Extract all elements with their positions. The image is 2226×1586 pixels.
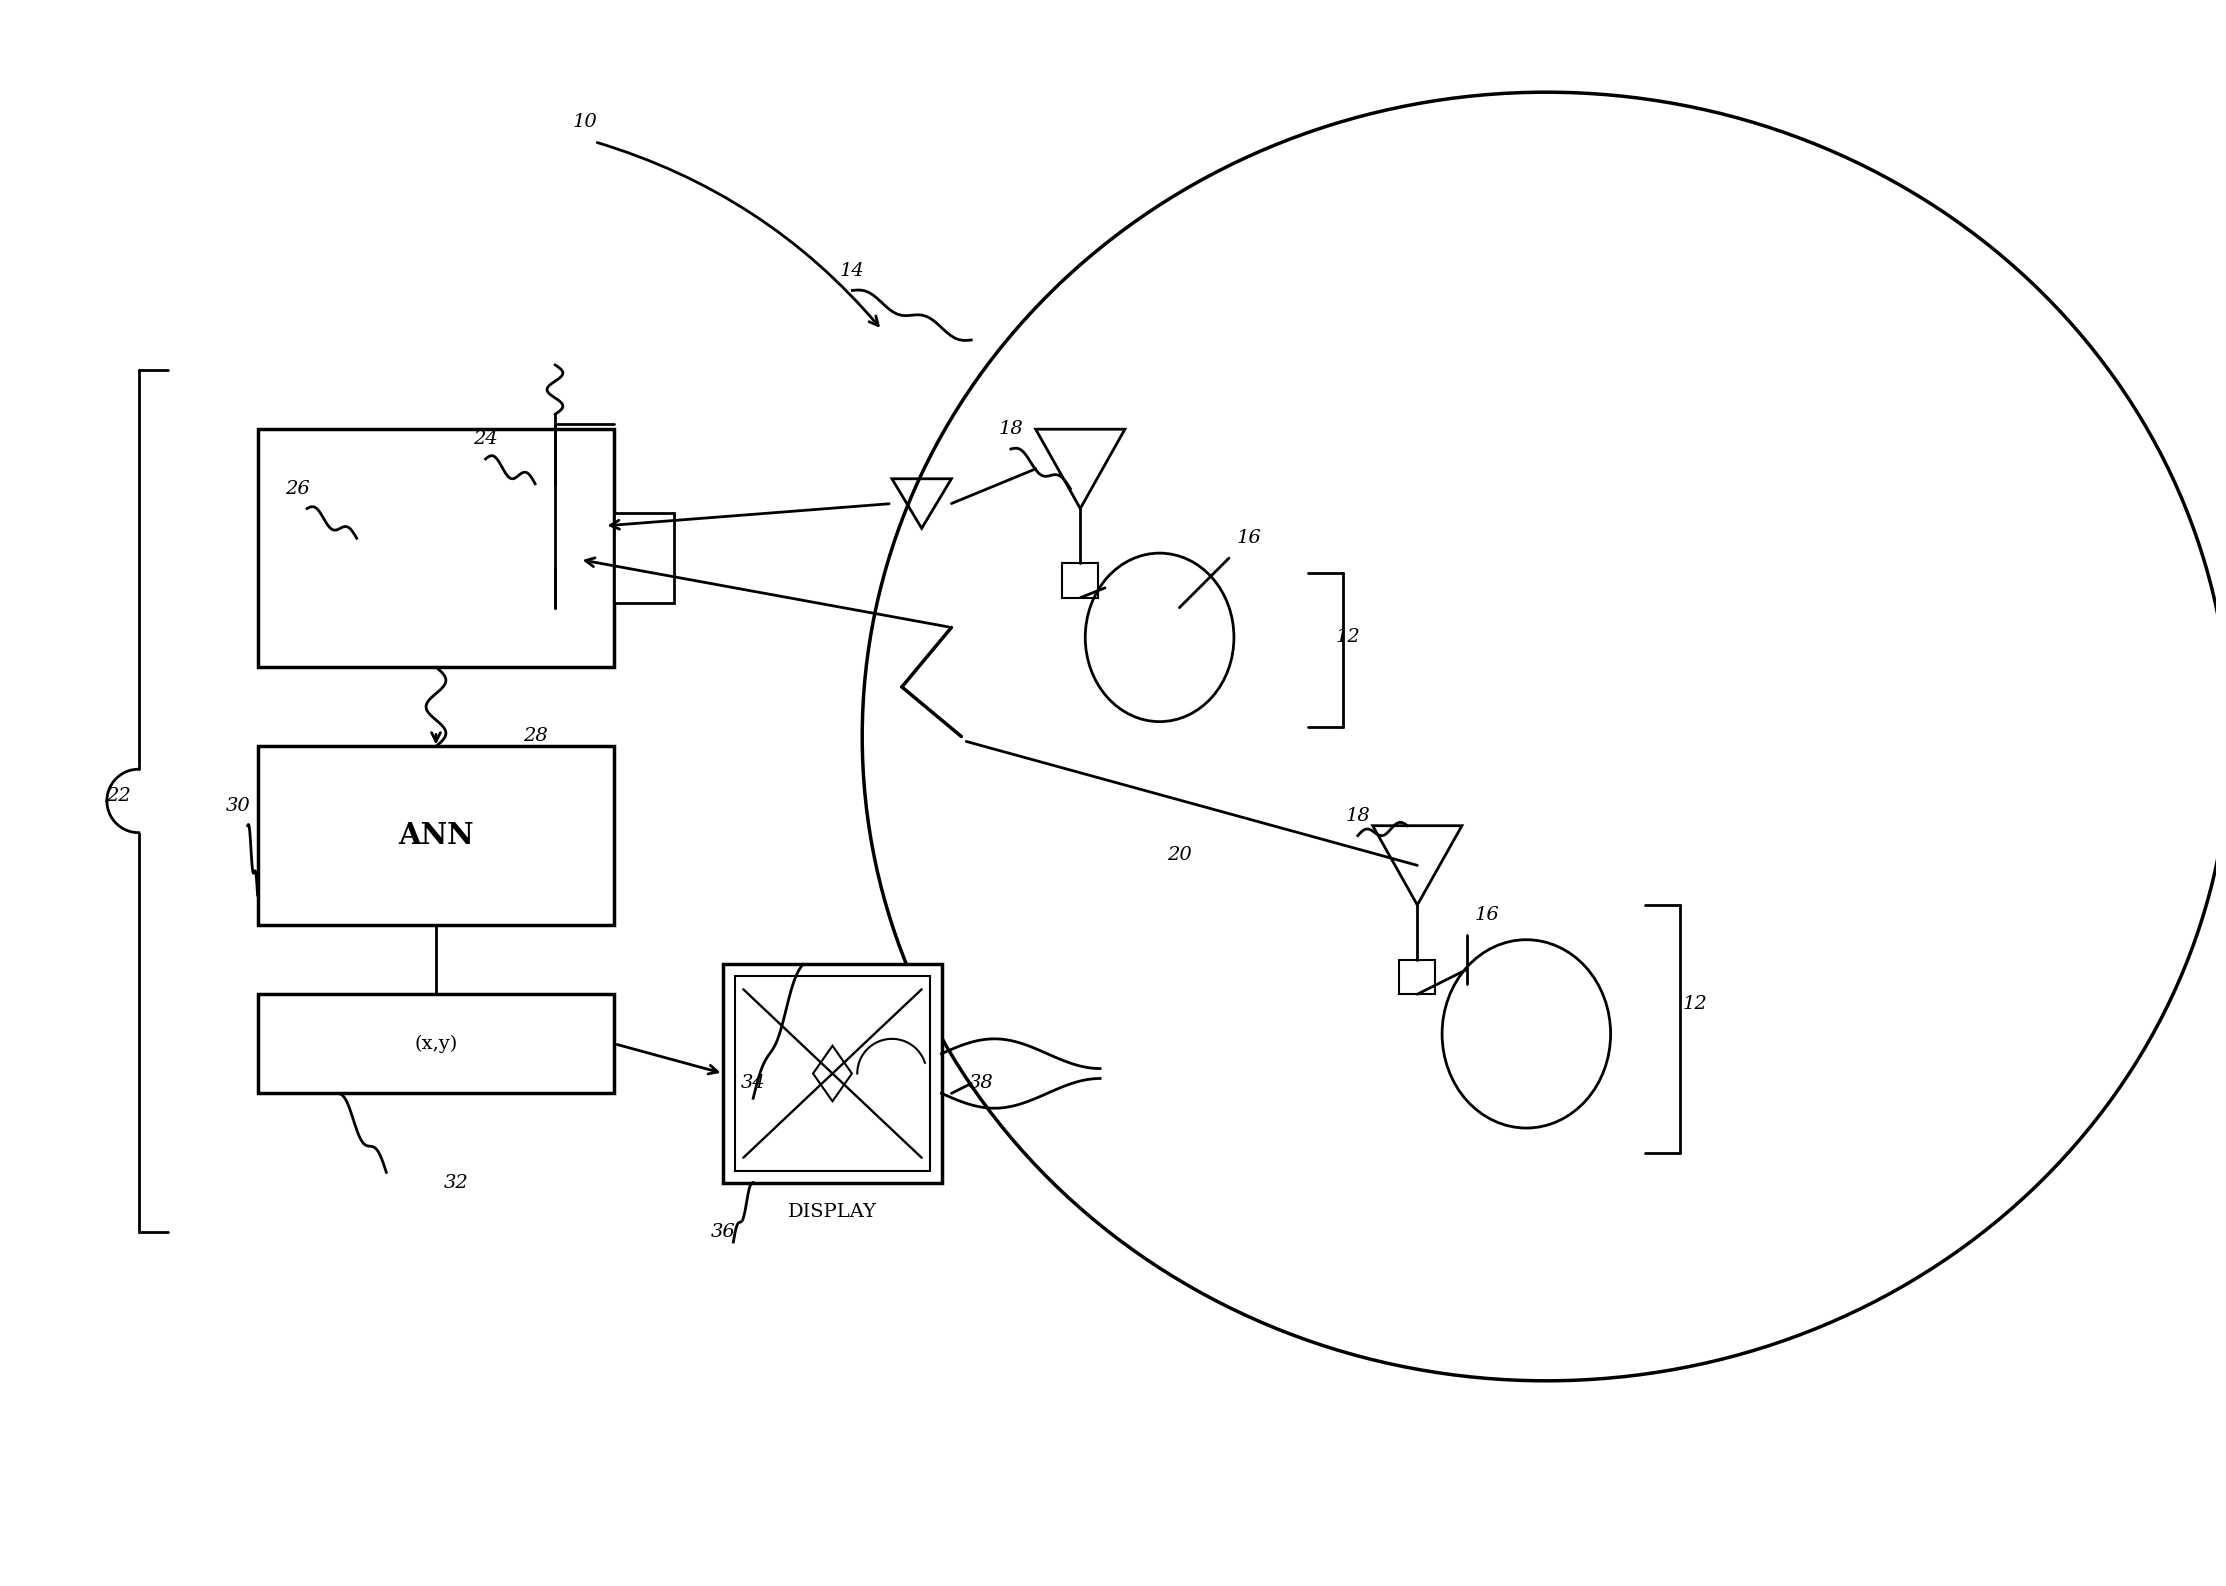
Text: 18: 18 <box>1345 807 1371 825</box>
Text: ANN: ANN <box>398 822 474 850</box>
Text: 30: 30 <box>225 796 249 815</box>
Text: 36: 36 <box>710 1223 737 1242</box>
Bar <box>723 964 942 1183</box>
Text: 38: 38 <box>968 1074 993 1093</box>
Text: (x,y): (x,y) <box>414 1034 459 1053</box>
Text: DISPLAY: DISPLAY <box>788 1204 877 1221</box>
Text: 28: 28 <box>523 728 548 745</box>
Bar <box>258 747 614 925</box>
Bar <box>1062 563 1097 598</box>
Bar <box>735 977 930 1170</box>
Text: 32: 32 <box>443 1174 467 1191</box>
Text: 18: 18 <box>999 420 1024 438</box>
Text: 10: 10 <box>572 113 597 132</box>
Text: 24: 24 <box>474 430 499 449</box>
Text: 22: 22 <box>107 787 131 806</box>
Text: 16: 16 <box>1474 906 1498 925</box>
Text: 12: 12 <box>1336 628 1360 647</box>
Text: 26: 26 <box>285 479 309 498</box>
Text: 12: 12 <box>1683 994 1707 1013</box>
Text: 14: 14 <box>839 262 864 279</box>
Bar <box>258 430 614 668</box>
Text: 20: 20 <box>1166 847 1191 864</box>
Bar <box>614 514 674 603</box>
Text: 16: 16 <box>1235 530 1262 547</box>
Bar <box>258 994 614 1093</box>
Text: 34: 34 <box>741 1074 766 1093</box>
Bar <box>1400 960 1436 994</box>
